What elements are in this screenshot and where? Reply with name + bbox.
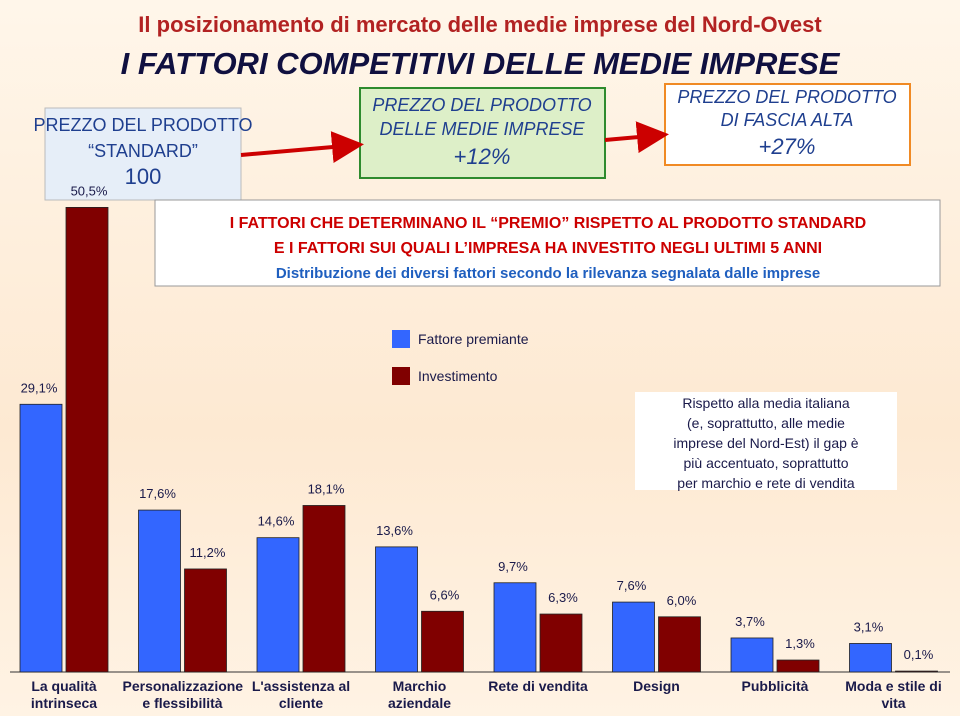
value-label: 50,5% [71, 183, 108, 198]
box-text: “STANDARD” [88, 141, 198, 161]
x-tick-label: Personalizzazione e flessibilità [122, 678, 244, 711]
bar [895, 670, 938, 673]
x-tick-label: L'assistenza al cliente [251, 678, 351, 711]
bar [65, 206, 109, 673]
box-medie [359, 87, 606, 179]
bar [612, 601, 655, 673]
value-label: 18,1% [308, 481, 345, 496]
value-label: 6,3% [548, 590, 578, 605]
value-label: 14,6% [258, 514, 295, 529]
value-label: 13,6% [376, 523, 413, 538]
bar [658, 616, 701, 673]
note-text: per marchio e rete di vendita [677, 475, 855, 491]
legend-swatch [392, 330, 410, 348]
chart-title: Il posizionamento di mercato delle medie… [138, 12, 822, 37]
x-tick-label: Marchio aziendale [387, 678, 452, 711]
note-box [635, 392, 897, 490]
box-standard [44, 107, 242, 201]
note-text: più accentuato, soprattutto [684, 455, 849, 471]
note-text: (e, soprattutto, alle medie [687, 415, 845, 431]
bar [493, 582, 537, 673]
value-label: 11,2% [190, 545, 226, 560]
box-text: +12% [454, 144, 511, 169]
legend-label: Fattore premiante [418, 331, 529, 347]
header-box [154, 199, 941, 287]
value-label: 6,6% [430, 587, 460, 602]
legend-label: Investimento [418, 368, 498, 384]
bar [184, 568, 227, 673]
box-text: 100 [125, 164, 162, 189]
bar [375, 546, 418, 673]
bar [730, 637, 774, 673]
value-label: 1,3% [785, 636, 815, 651]
box-text: DELLE MEDIE IMPRESE [379, 119, 585, 139]
header-text: E I FATTORI SUI QUALI L’IMPRESA HA INVES… [274, 240, 822, 257]
box-text: +27% [759, 134, 816, 159]
bar [539, 613, 583, 673]
value-label: 3,7% [735, 614, 765, 629]
box-alta [664, 83, 911, 166]
arrow [604, 121, 669, 154]
value-label: 29,1% [21, 380, 58, 395]
x-tick-label: La qualità intrinseca [30, 678, 98, 711]
value-label: 6,0% [667, 593, 697, 608]
bar [138, 509, 181, 673]
x-tick-label: Moda e stile di vita [845, 678, 942, 711]
value-label: 17,6% [139, 486, 176, 501]
arrow [240, 131, 364, 164]
note-text: imprese del Nord-Est) il gap è [673, 435, 858, 451]
value-label: 9,7% [498, 559, 528, 574]
bar [256, 537, 300, 673]
header-text: I FATTORI CHE DETERMINANO IL “PREMIO” RI… [230, 215, 866, 232]
bar [776, 659, 820, 673]
x-tick-label: Rete di vendita [488, 678, 588, 694]
box-text: DI FASCIA ALTA [721, 110, 854, 130]
legend-swatch [392, 367, 410, 385]
bar [421, 610, 464, 673]
note-text: Rispetto alla media italiana [682, 395, 850, 411]
bar [849, 643, 892, 673]
header-text: Distribuzione dei diversi fattori second… [276, 265, 820, 282]
bar [302, 505, 346, 673]
x-tick-label: Pubblicità [741, 678, 809, 694]
box-text: PREZZO DEL PRODOTTO [677, 87, 896, 107]
value-label: 0,1% [904, 647, 934, 662]
chart-subtitle: I FATTORI COMPETITIVI DELLE MEDIE IMPRES… [121, 46, 841, 81]
x-tick-label: Design [633, 678, 680, 694]
bar [19, 403, 63, 673]
value-label: 3,1% [854, 619, 884, 634]
value-label: 7,6% [617, 578, 647, 593]
box-text: PREZZO DEL PRODOTTO [372, 95, 591, 115]
box-text: PREZZO DEL PRODOTTO [33, 115, 252, 135]
